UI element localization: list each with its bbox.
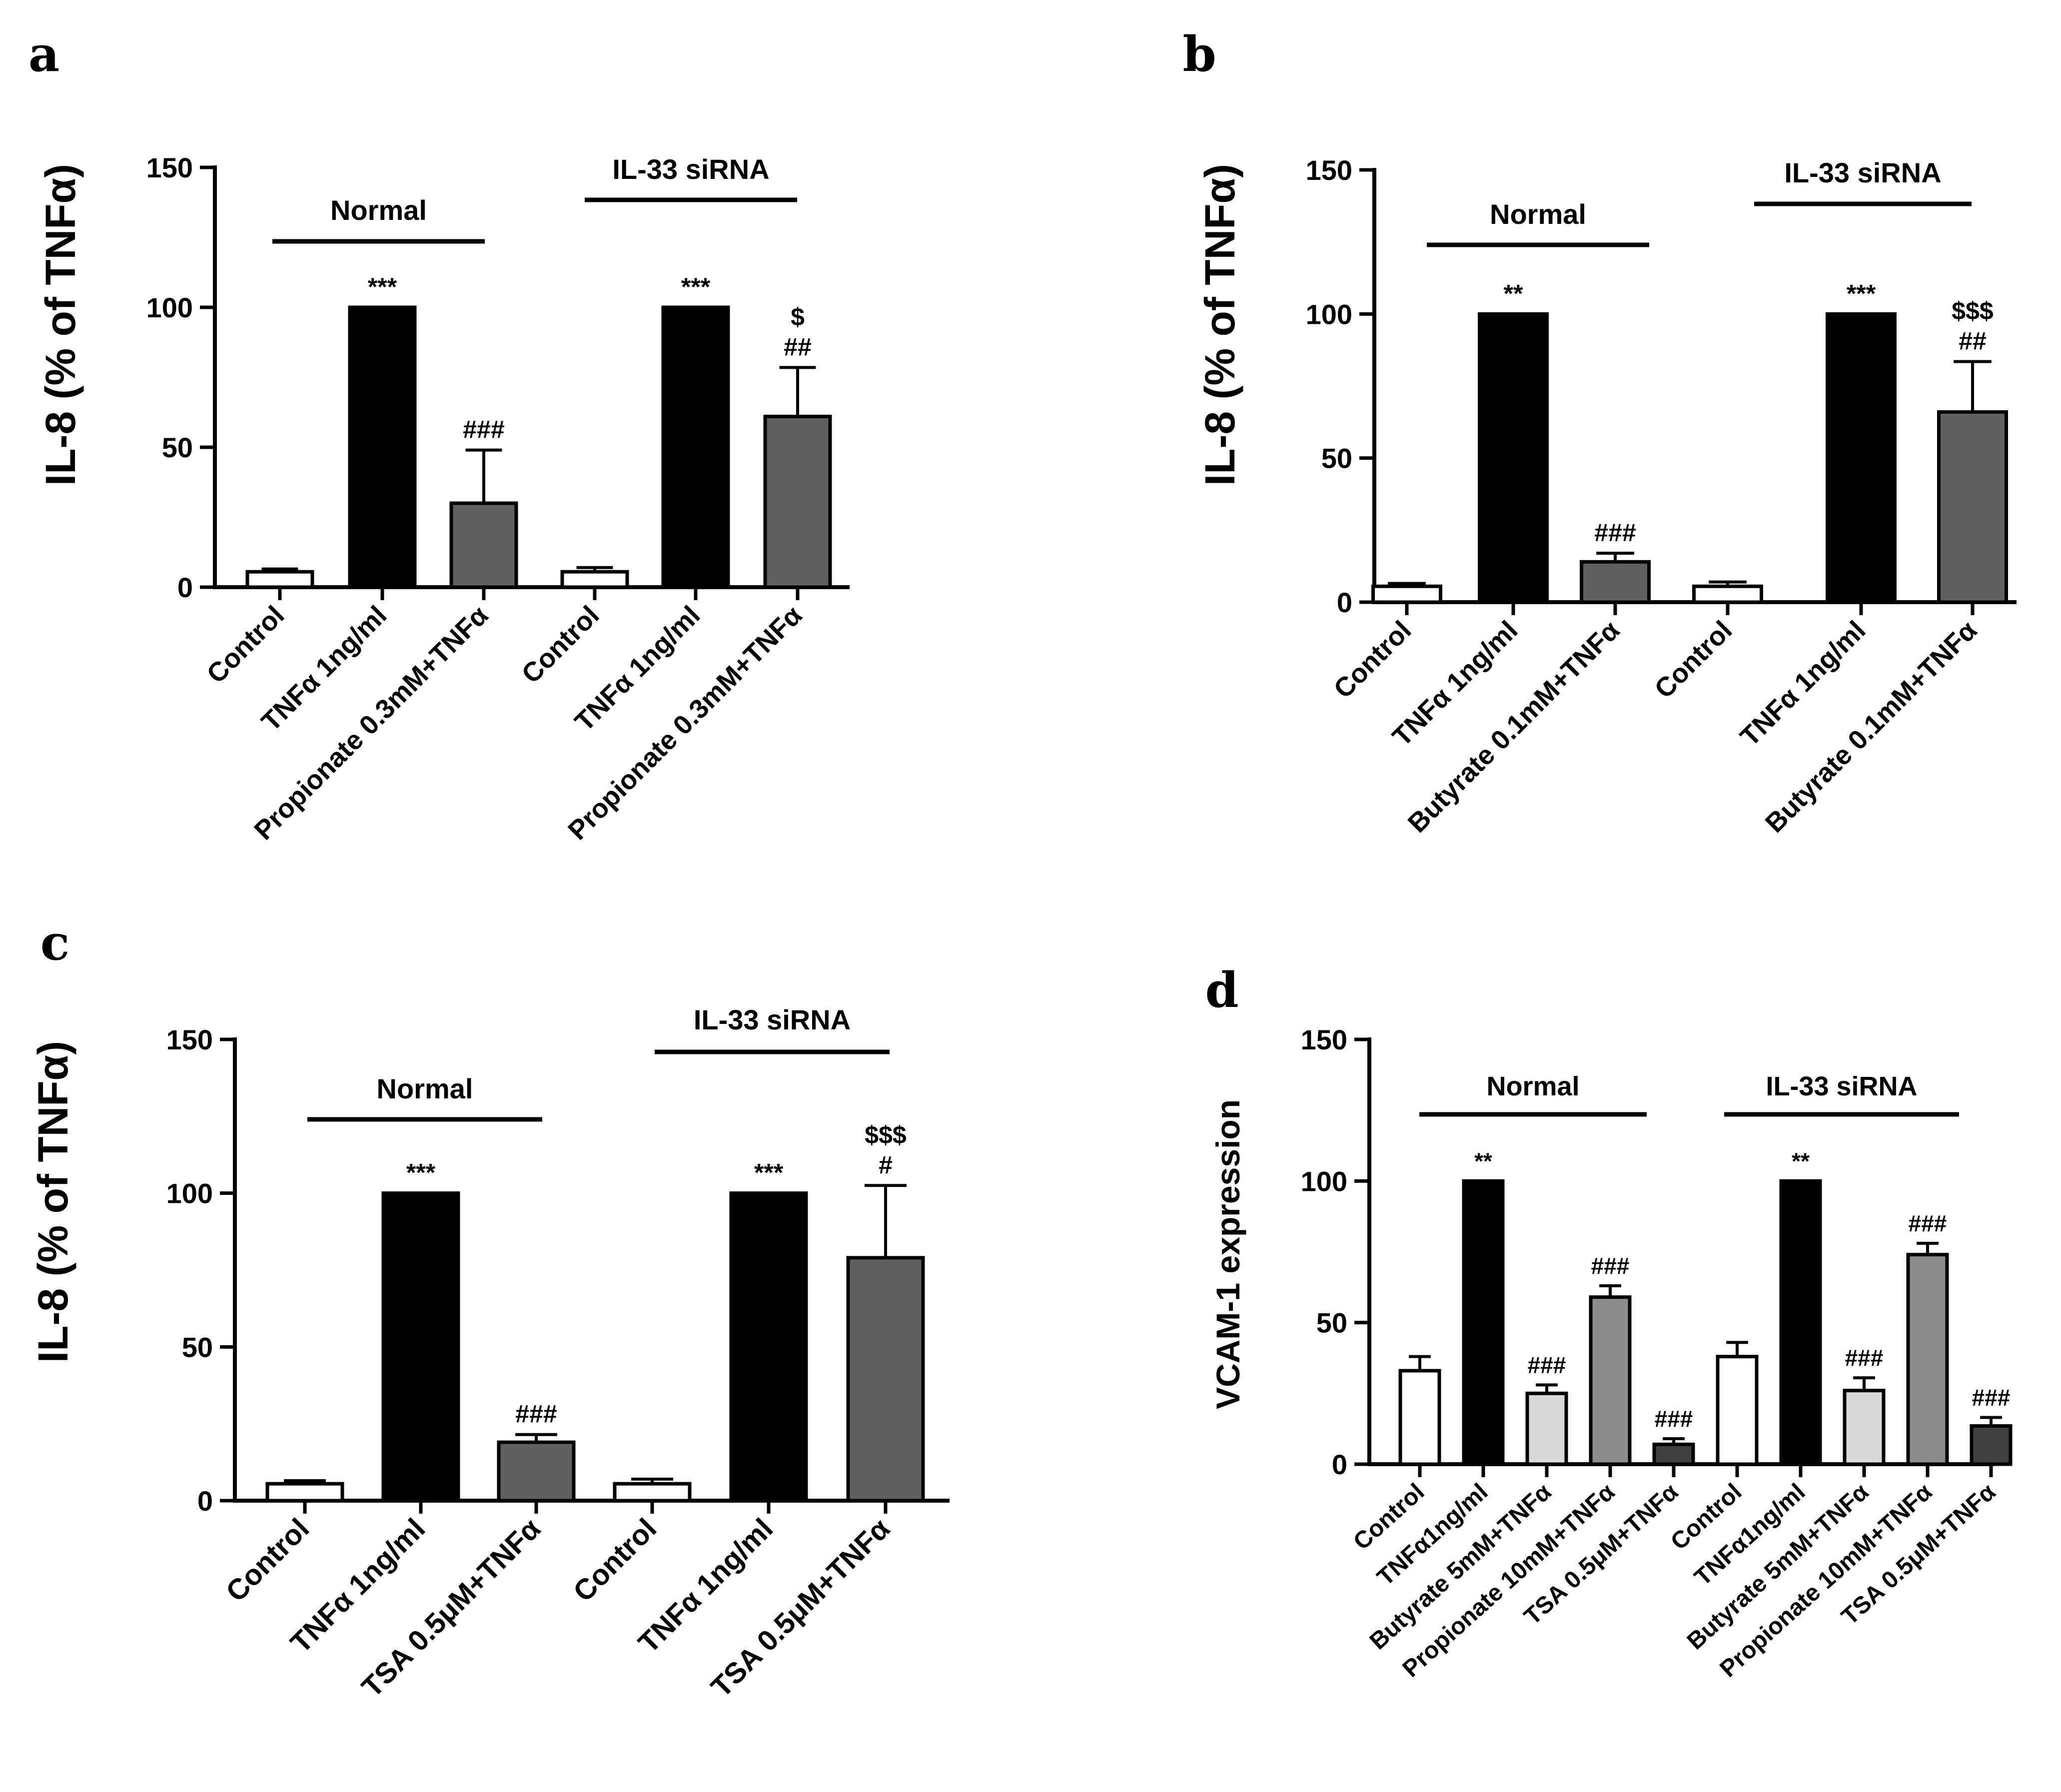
y-tick-label: 100 [146,292,193,323]
bar [1525,1391,1568,1466]
significance-label: *** [368,273,397,301]
y-tick-label: 0 [197,1485,213,1517]
bar [1826,312,1897,604]
panel-c: c IL-8 (% of TNFα) 0 50 100 150 Normal IL-33 si… [29,914,950,1704]
significance-label: *** [1847,279,1876,307]
significance-label: *** [406,1159,436,1187]
bar [560,570,629,589]
bar [1716,1355,1759,1466]
significance-label: ** [1792,1148,1810,1174]
group-label: IL-33 siRNA [1784,157,1941,188]
group-label: Normal [377,1073,473,1104]
group-label: Normal [330,194,427,226]
bar [1937,410,2008,604]
y-tick-label: 50 [1316,1307,1347,1339]
group-label: Normal [1490,198,1586,230]
bar [1970,1424,2013,1466]
significance-label: ### [1845,1345,1884,1371]
bar [381,1191,460,1503]
significance-label: ## [1959,327,1987,355]
y-tick-label: 100 [1306,298,1352,330]
bar [661,305,730,589]
bar [1398,1369,1441,1466]
bar [348,305,417,589]
bar [1371,584,1442,604]
significance-label: ### [1594,519,1636,547]
significance-label: ** [1504,279,1523,307]
group-label: IL-33 siRNA [612,153,769,185]
bar [1478,312,1549,604]
significance-label: ## [784,333,812,361]
category-label: Control [567,1512,663,1608]
significance-label: # [879,1151,893,1179]
bar [729,1191,808,1503]
significance-label: ### [463,416,504,444]
panel-letter: a [28,26,59,82]
group-label: Normal [1486,1071,1579,1101]
bar [265,1482,344,1503]
y-tick-label: 50 [162,432,193,463]
y-axis-title: IL-8 (% of TNFα) [37,164,84,486]
bar [1843,1389,1886,1466]
y-tick-label: 150 [166,1024,213,1055]
category-label: Control [1649,615,1738,704]
bar [1589,1295,1632,1466]
y-tick-label: 0 [1337,587,1352,618]
bar [1580,560,1651,604]
panel-letter: c [40,914,69,971]
significance-label: *** [681,273,711,301]
significance-label: ### [1591,1253,1630,1279]
y-axis-title: VCAM-1 expression [1209,1099,1246,1409]
group-label: IL-33 siRNA [694,1004,851,1035]
bar [1692,584,1763,604]
panel-letter: b [1182,26,1216,82]
y-tick-label: 150 [1306,154,1352,186]
y-tick-label: 50 [182,1331,213,1363]
category-label: Control [516,600,605,689]
bar [1462,1179,1505,1466]
panel-d: d VCAM-1 expression 0 50 100 150 Normal IL-33 s… [1205,962,2013,1683]
bar [245,570,314,589]
bar [497,1440,576,1503]
significance-label: *** [754,1159,784,1187]
bar [1652,1442,1695,1466]
significance-label: $ [791,303,805,331]
panel-letter: d [1205,962,1238,1018]
category-label: Butyrate 0.1mM+TNFα [1402,615,1626,839]
bar [613,1482,692,1503]
significance-label: ### [1655,1406,1693,1432]
significance-label: ** [1474,1148,1492,1174]
y-tick-label: 150 [1301,1024,1347,1055]
y-tick-label: 0 [177,572,193,603]
significance-label: ### [1972,1385,2011,1411]
bar [449,501,518,589]
category-label: Control [219,1512,315,1608]
bar [1906,1253,1949,1466]
y-axis-title: IL-8 (% of TNFα) [1196,164,1243,486]
y-axis-title: IL-8 (% of TNFα) [29,1041,76,1363]
significance-label: $$$ [865,1121,907,1149]
category-label: Control [1328,615,1417,704]
significance-label: $$$ [1952,297,1994,325]
significance-label: ### [1528,1352,1566,1378]
category-label: Butyrate 0.1mM+TNFα [1760,615,1983,839]
y-tick-label: 100 [166,1178,213,1209]
group-label: IL-33 siRNA [1766,1071,1917,1101]
panel-b: b IL-8 (% of TNFα) 0 50 100 150 Normal IL-33 si… [1182,26,2017,839]
y-tick-label: 150 [146,152,193,183]
bar [846,1256,925,1503]
panel-a: a IL-8 (% of TNFα) 0 50 100 150 Normal IL-33 si… [28,26,850,846]
y-tick-label: 50 [1321,443,1352,474]
y-tick-label: 0 [1332,1449,1347,1480]
y-tick-label: 100 [1301,1165,1347,1197]
category-label: Control [201,600,290,689]
bar [763,414,832,589]
significance-label: ### [1909,1210,1947,1236]
significance-label: ### [515,1400,557,1428]
bar [1779,1179,1822,1466]
